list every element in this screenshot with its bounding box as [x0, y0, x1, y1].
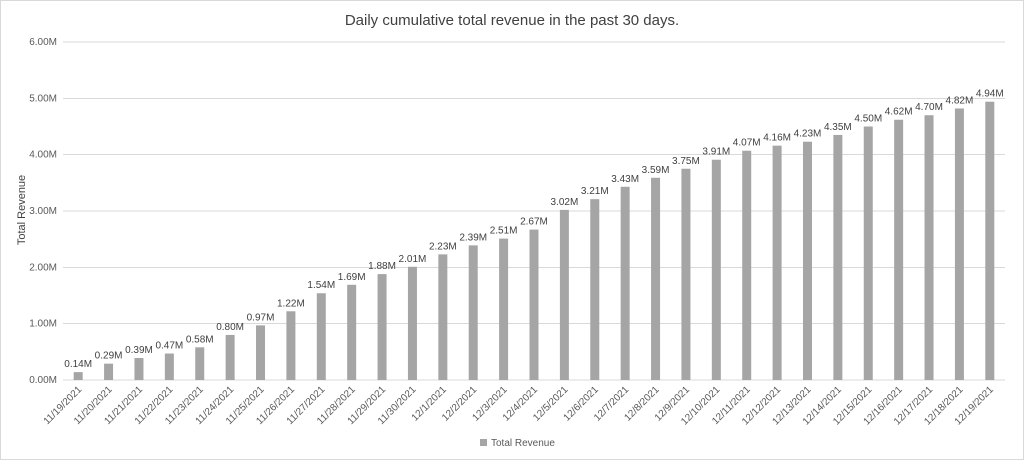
y-tick-label: 2.00M [29, 262, 57, 273]
bar-data-label: 4.50M [854, 114, 882, 125]
bar [286, 311, 296, 380]
bar [256, 325, 266, 380]
y-tick-label: 3.00M [29, 206, 57, 217]
bar [499, 238, 509, 380]
bar [651, 177, 661, 380]
legend-label: Total Revenue [491, 438, 555, 449]
bar [985, 101, 995, 381]
bar-data-label: 0.14M [64, 359, 92, 370]
y-tick-labels: 0.00M 1.00M 2.00M 3.00M 4.00M 5.00M 6.00M [29, 37, 57, 386]
bar-data-label: 3.91M [702, 147, 730, 158]
bar [134, 358, 144, 380]
bar-data-label: 4.70M [915, 102, 943, 113]
bar [529, 229, 539, 380]
bar-data-label: 4.23M [794, 129, 822, 140]
bar [468, 245, 478, 380]
bar [407, 266, 417, 380]
y-axis-title: Total Revenue [16, 175, 28, 245]
bar-data-label: 1.88M [368, 261, 396, 272]
y-tick-label: 6.00M [29, 37, 57, 48]
bar [225, 334, 235, 380]
x-tick-labels: 11/19/202111/20/202111/21/202111/22/2021… [42, 384, 997, 427]
bar-data-label: 0.39M [125, 345, 153, 356]
bar-data-label: 3.02M [550, 197, 578, 208]
bar-data-label: 1.69M [338, 272, 366, 283]
bar-data-label: 4.62M [885, 107, 913, 118]
y-tick-label: 1.00M [29, 319, 57, 330]
bar [73, 372, 83, 380]
legend-swatch [480, 439, 487, 446]
bar-data-label: 3.75M [672, 156, 700, 167]
bar-data-label: 2.51M [490, 226, 518, 237]
bar [863, 126, 873, 380]
bar-data-label: 0.97M [247, 312, 275, 323]
bar-data-label: 1.22M [277, 298, 305, 309]
bar-data-label: 2.01M [399, 254, 427, 265]
bar-data-label: 4.35M [824, 122, 852, 133]
bar [833, 134, 843, 380]
bar [954, 108, 964, 381]
bar [681, 168, 691, 380]
bar-data-label: 3.21M [581, 186, 609, 197]
bar [438, 254, 448, 380]
bar [620, 186, 630, 380]
bar [377, 274, 387, 380]
bar [104, 363, 114, 380]
bar-data-label: 1.54M [307, 280, 335, 291]
bar-data-label: 2.67M [520, 217, 548, 228]
bar [894, 119, 904, 381]
bar-data-label: 4.16M [763, 133, 791, 144]
bar [590, 199, 600, 380]
bar [742, 150, 752, 380]
bar [802, 141, 812, 380]
bar-data-label: 4.07M [733, 138, 761, 149]
bar-data-label: 0.58M [186, 334, 214, 345]
y-tick-label: 0.00M [29, 375, 57, 386]
bar-data-label: 3.59M [642, 165, 670, 176]
y-tick-label: 5.00M [29, 93, 57, 104]
bar [559, 209, 569, 380]
bars [73, 101, 995, 381]
bar-data-label: 4.82M [946, 95, 974, 106]
bar [772, 145, 782, 380]
bar-data-label: 0.80M [216, 322, 244, 333]
legend: Total Revenue [480, 438, 555, 449]
chart-title: Daily cumulative total revenue in the pa… [345, 12, 679, 29]
bar-data-label: 0.47M [155, 341, 183, 352]
bar [195, 347, 205, 380]
bar [924, 115, 934, 380]
bar-data-label: 2.23M [429, 241, 457, 252]
bar-data-label: 0.29M [95, 351, 123, 362]
bar [711, 159, 721, 380]
bar [316, 293, 326, 380]
bar-data-label: 2.39M [459, 232, 487, 243]
bar [347, 284, 357, 380]
bar [164, 353, 174, 380]
bar-data-label: 3.43M [611, 174, 639, 185]
y-tick-label: 4.00M [29, 150, 57, 161]
bar-data-label: 4.94M [976, 89, 1004, 100]
